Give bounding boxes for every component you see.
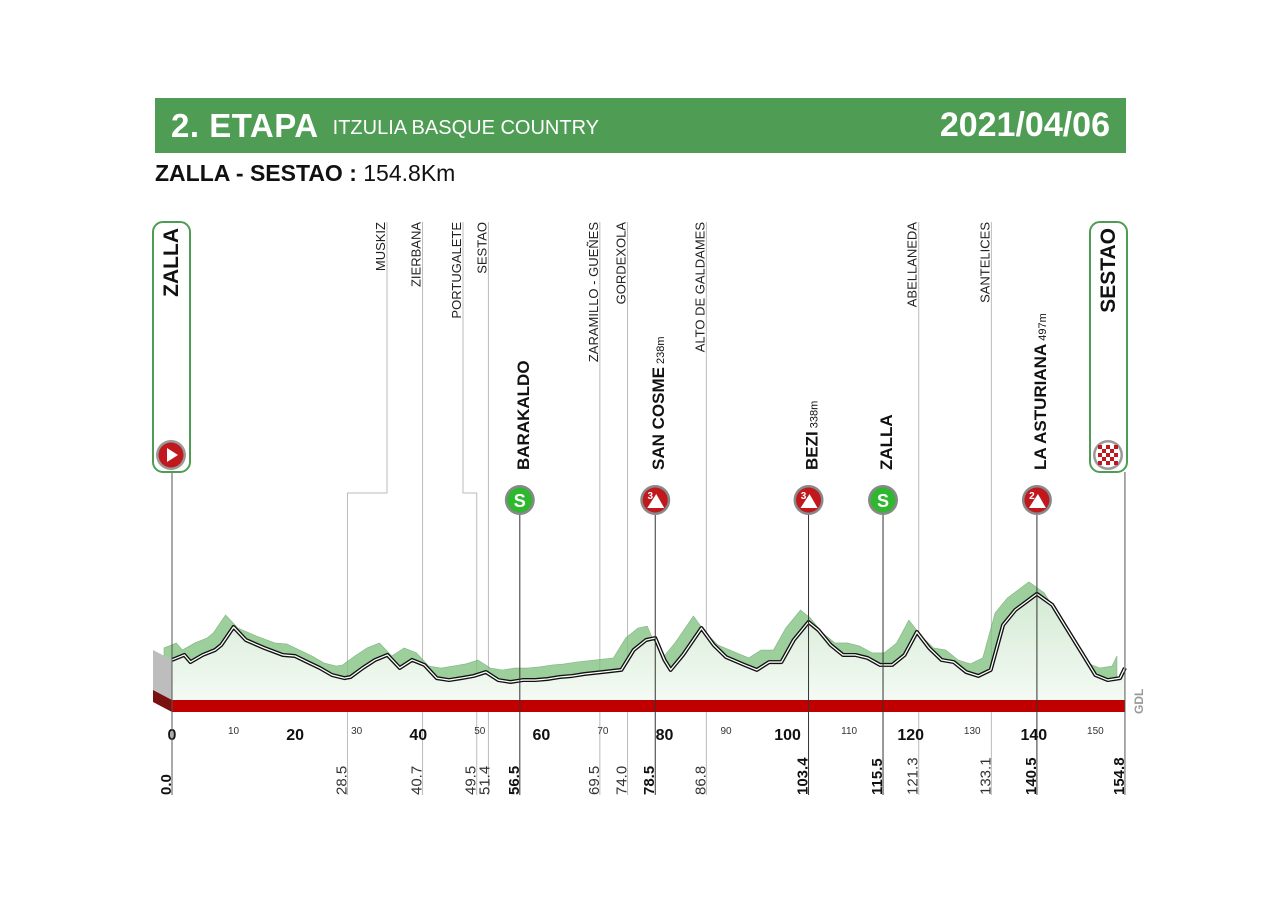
x-tick-label: 40 bbox=[409, 727, 427, 744]
km-label: 103.4 bbox=[795, 757, 812, 795]
town-label: PORTUGALETE bbox=[449, 222, 464, 319]
checker-square bbox=[1102, 457, 1106, 461]
town-label: SESTAO bbox=[474, 222, 489, 274]
checker-square bbox=[1098, 453, 1102, 457]
mountain-icon-shape bbox=[1028, 494, 1046, 508]
stage-header: 2. ETAPA ITZULIA BASQUE COUNTRY 2021/04/… bbox=[155, 98, 1126, 153]
finish-box bbox=[1089, 221, 1128, 473]
route-distance: 154.8Km bbox=[363, 160, 456, 186]
mountain-icon-shape bbox=[800, 494, 818, 508]
stage-number: 2. ETAPA bbox=[171, 106, 319, 144]
x-tick-label: 130 bbox=[964, 726, 981, 737]
x-tick-label: 50 bbox=[474, 726, 486, 737]
mountain-icon-shape bbox=[647, 494, 665, 508]
km-label: 140.5 bbox=[1023, 757, 1040, 795]
stage-date: 2021/04/06 bbox=[939, 106, 1110, 144]
km-label: 78.5 bbox=[641, 766, 658, 795]
profile-line-highlight bbox=[171, 593, 1126, 683]
town-label: MUSKIZ bbox=[373, 222, 388, 271]
profile-side bbox=[153, 650, 172, 700]
town-marker-line bbox=[462, 222, 478, 795]
profile-area bbox=[172, 593, 1125, 700]
route-name: ZALLA - SESTAO : bbox=[155, 160, 357, 186]
town-label: GORDEXOLA bbox=[614, 222, 629, 305]
climb-category: 2 bbox=[1029, 491, 1035, 502]
x-tick-label: 60 bbox=[532, 727, 550, 744]
start-box bbox=[152, 221, 191, 473]
key-point-label: LA ASTURIANA 497m bbox=[1031, 313, 1050, 470]
checker-square bbox=[1110, 457, 1114, 461]
km-label: 121.3 bbox=[905, 757, 922, 795]
checker-square bbox=[1106, 461, 1110, 465]
checker-square bbox=[1114, 445, 1118, 449]
key-point-label: SAN COSME 238m bbox=[649, 336, 668, 470]
town-label: ALTO DE GALDAMES bbox=[692, 222, 707, 353]
play-icon bbox=[167, 448, 178, 462]
checker-square bbox=[1098, 461, 1102, 465]
sprint-icon-letter: S bbox=[877, 491, 889, 511]
climb-category: 3 bbox=[647, 491, 653, 502]
base-side bbox=[153, 690, 172, 712]
checker-square bbox=[1102, 449, 1106, 453]
start-label: ZALLA bbox=[160, 228, 183, 297]
x-tick-label: 150 bbox=[1087, 726, 1104, 737]
town-label: ABELLANEDA bbox=[905, 222, 920, 308]
checker-square bbox=[1114, 461, 1118, 465]
profile-relief bbox=[163, 581, 1118, 689]
checker-square bbox=[1106, 453, 1110, 457]
watermark: GDL bbox=[1132, 689, 1146, 714]
x-tick-label: 100 bbox=[774, 727, 801, 744]
sprint-icon-letter: S bbox=[514, 491, 526, 511]
town-marker-line bbox=[346, 222, 388, 795]
km-label: 51.4 bbox=[477, 766, 494, 795]
race-name: ITZULIA BASQUE COUNTRY bbox=[332, 117, 599, 139]
route-subtitle: ZALLA - SESTAO : 154.8Km bbox=[155, 160, 455, 187]
km-label: 69.5 bbox=[586, 766, 603, 795]
key-point-label: ZALLA bbox=[877, 414, 896, 470]
x-tick-label: 30 bbox=[351, 726, 363, 737]
key-point-label: BEZI 338m bbox=[803, 401, 822, 470]
km-label: 133.1 bbox=[977, 757, 994, 795]
x-tick-label: 80 bbox=[656, 727, 674, 744]
x-tick-label: 110 bbox=[841, 726, 857, 737]
km-label: 74.0 bbox=[614, 766, 631, 795]
checker-square bbox=[1114, 453, 1118, 457]
town-label: ZIERBANA bbox=[409, 222, 424, 287]
km-label: 154.8 bbox=[1111, 757, 1128, 795]
x-tick-label: 90 bbox=[720, 726, 732, 737]
key-point-label: BARAKALDO bbox=[514, 360, 533, 470]
x-tick-label: 20 bbox=[286, 727, 304, 744]
km-label: 56.5 bbox=[506, 766, 523, 795]
checker-square bbox=[1106, 445, 1110, 449]
x-tick-label: 10 bbox=[228, 726, 240, 737]
km-label: 28.5 bbox=[333, 766, 350, 795]
checker-square bbox=[1098, 445, 1102, 449]
km-label: 86.8 bbox=[692, 766, 709, 795]
sprint-icon bbox=[870, 487, 896, 513]
finish-label: SESTAO bbox=[1097, 228, 1120, 313]
x-tick-label: 140 bbox=[1020, 727, 1047, 744]
km-label: 40.7 bbox=[409, 766, 426, 795]
town-label: SANTELICES bbox=[977, 222, 992, 303]
x-tick-label: 70 bbox=[597, 726, 609, 737]
km-label: 0.0 bbox=[158, 774, 175, 795]
town-label: ZARAMILLO - GUEÑES bbox=[586, 222, 601, 362]
km-label: 49.5 bbox=[463, 766, 480, 795]
checker-square bbox=[1110, 449, 1114, 453]
climb-category: 3 bbox=[801, 491, 807, 502]
sprint-icon bbox=[507, 487, 533, 513]
x-tick-label: 120 bbox=[897, 727, 924, 744]
base-bar bbox=[172, 700, 1125, 712]
km-label: 115.5 bbox=[869, 758, 886, 795]
